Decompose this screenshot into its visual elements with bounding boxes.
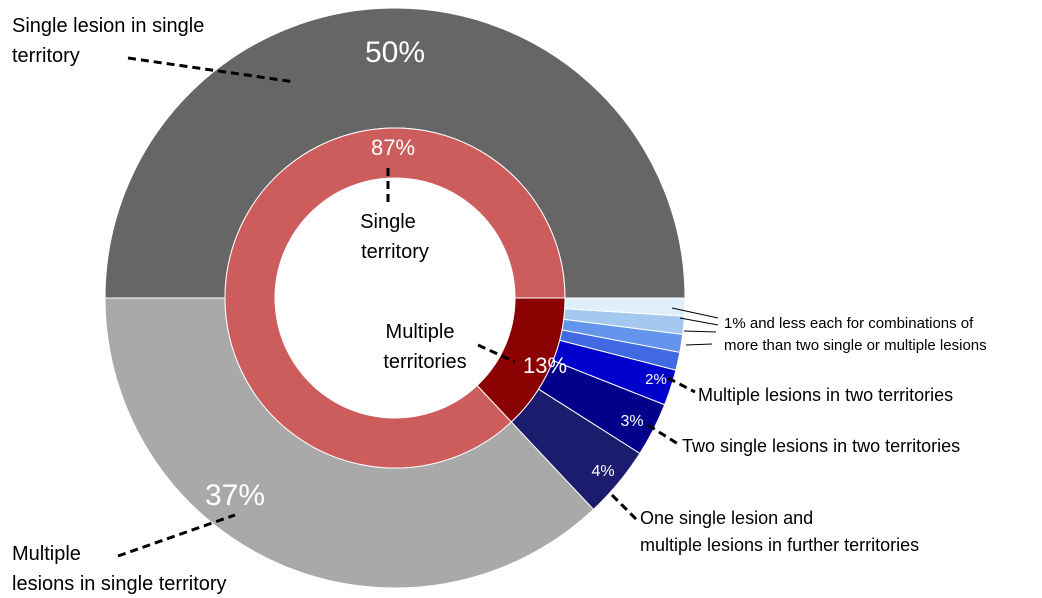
value-label: 2%	[645, 371, 667, 388]
leader-lines	[117, 56, 719, 558]
annotation: more than two single or multiple lesions	[724, 337, 987, 354]
wedges	[104, 7, 686, 589]
category-label: Multiple	[386, 321, 455, 343]
leader	[477, 343, 516, 364]
leader	[679, 317, 719, 326]
category-label: Single	[360, 211, 416, 233]
leader	[610, 493, 639, 522]
wedge	[224, 127, 566, 469]
category-label: territory	[12, 45, 80, 67]
category-label: Single lesion in single	[12, 15, 204, 37]
category-label: multiple lesions in further territories	[640, 535, 919, 555]
leader	[671, 307, 719, 319]
category-label: territory	[361, 241, 429, 263]
leader	[647, 423, 679, 446]
leader	[667, 376, 696, 394]
category-label: Two single lesions in two territories	[682, 436, 960, 456]
value-label: 50%	[365, 36, 425, 69]
value-label: 37%	[205, 479, 265, 512]
category-label: One single lesion and	[640, 508, 813, 528]
leader	[127, 56, 296, 84]
leader	[117, 513, 236, 558]
annotation: 1% and less each for combinations of	[724, 315, 974, 332]
category-label: Multiple lesions in two territories	[698, 385, 953, 405]
leader	[685, 343, 713, 346]
category-label: lesions in single territory	[12, 573, 227, 595]
value-label: 3%	[620, 413, 643, 430]
value-label: 87%	[371, 135, 415, 160]
category-label: territories	[383, 351, 466, 373]
category-label: Multiple	[12, 543, 81, 565]
value-label: 4%	[591, 463, 614, 480]
leader	[683, 330, 717, 333]
wedge	[476, 297, 566, 423]
value-label: 13%	[523, 353, 567, 378]
